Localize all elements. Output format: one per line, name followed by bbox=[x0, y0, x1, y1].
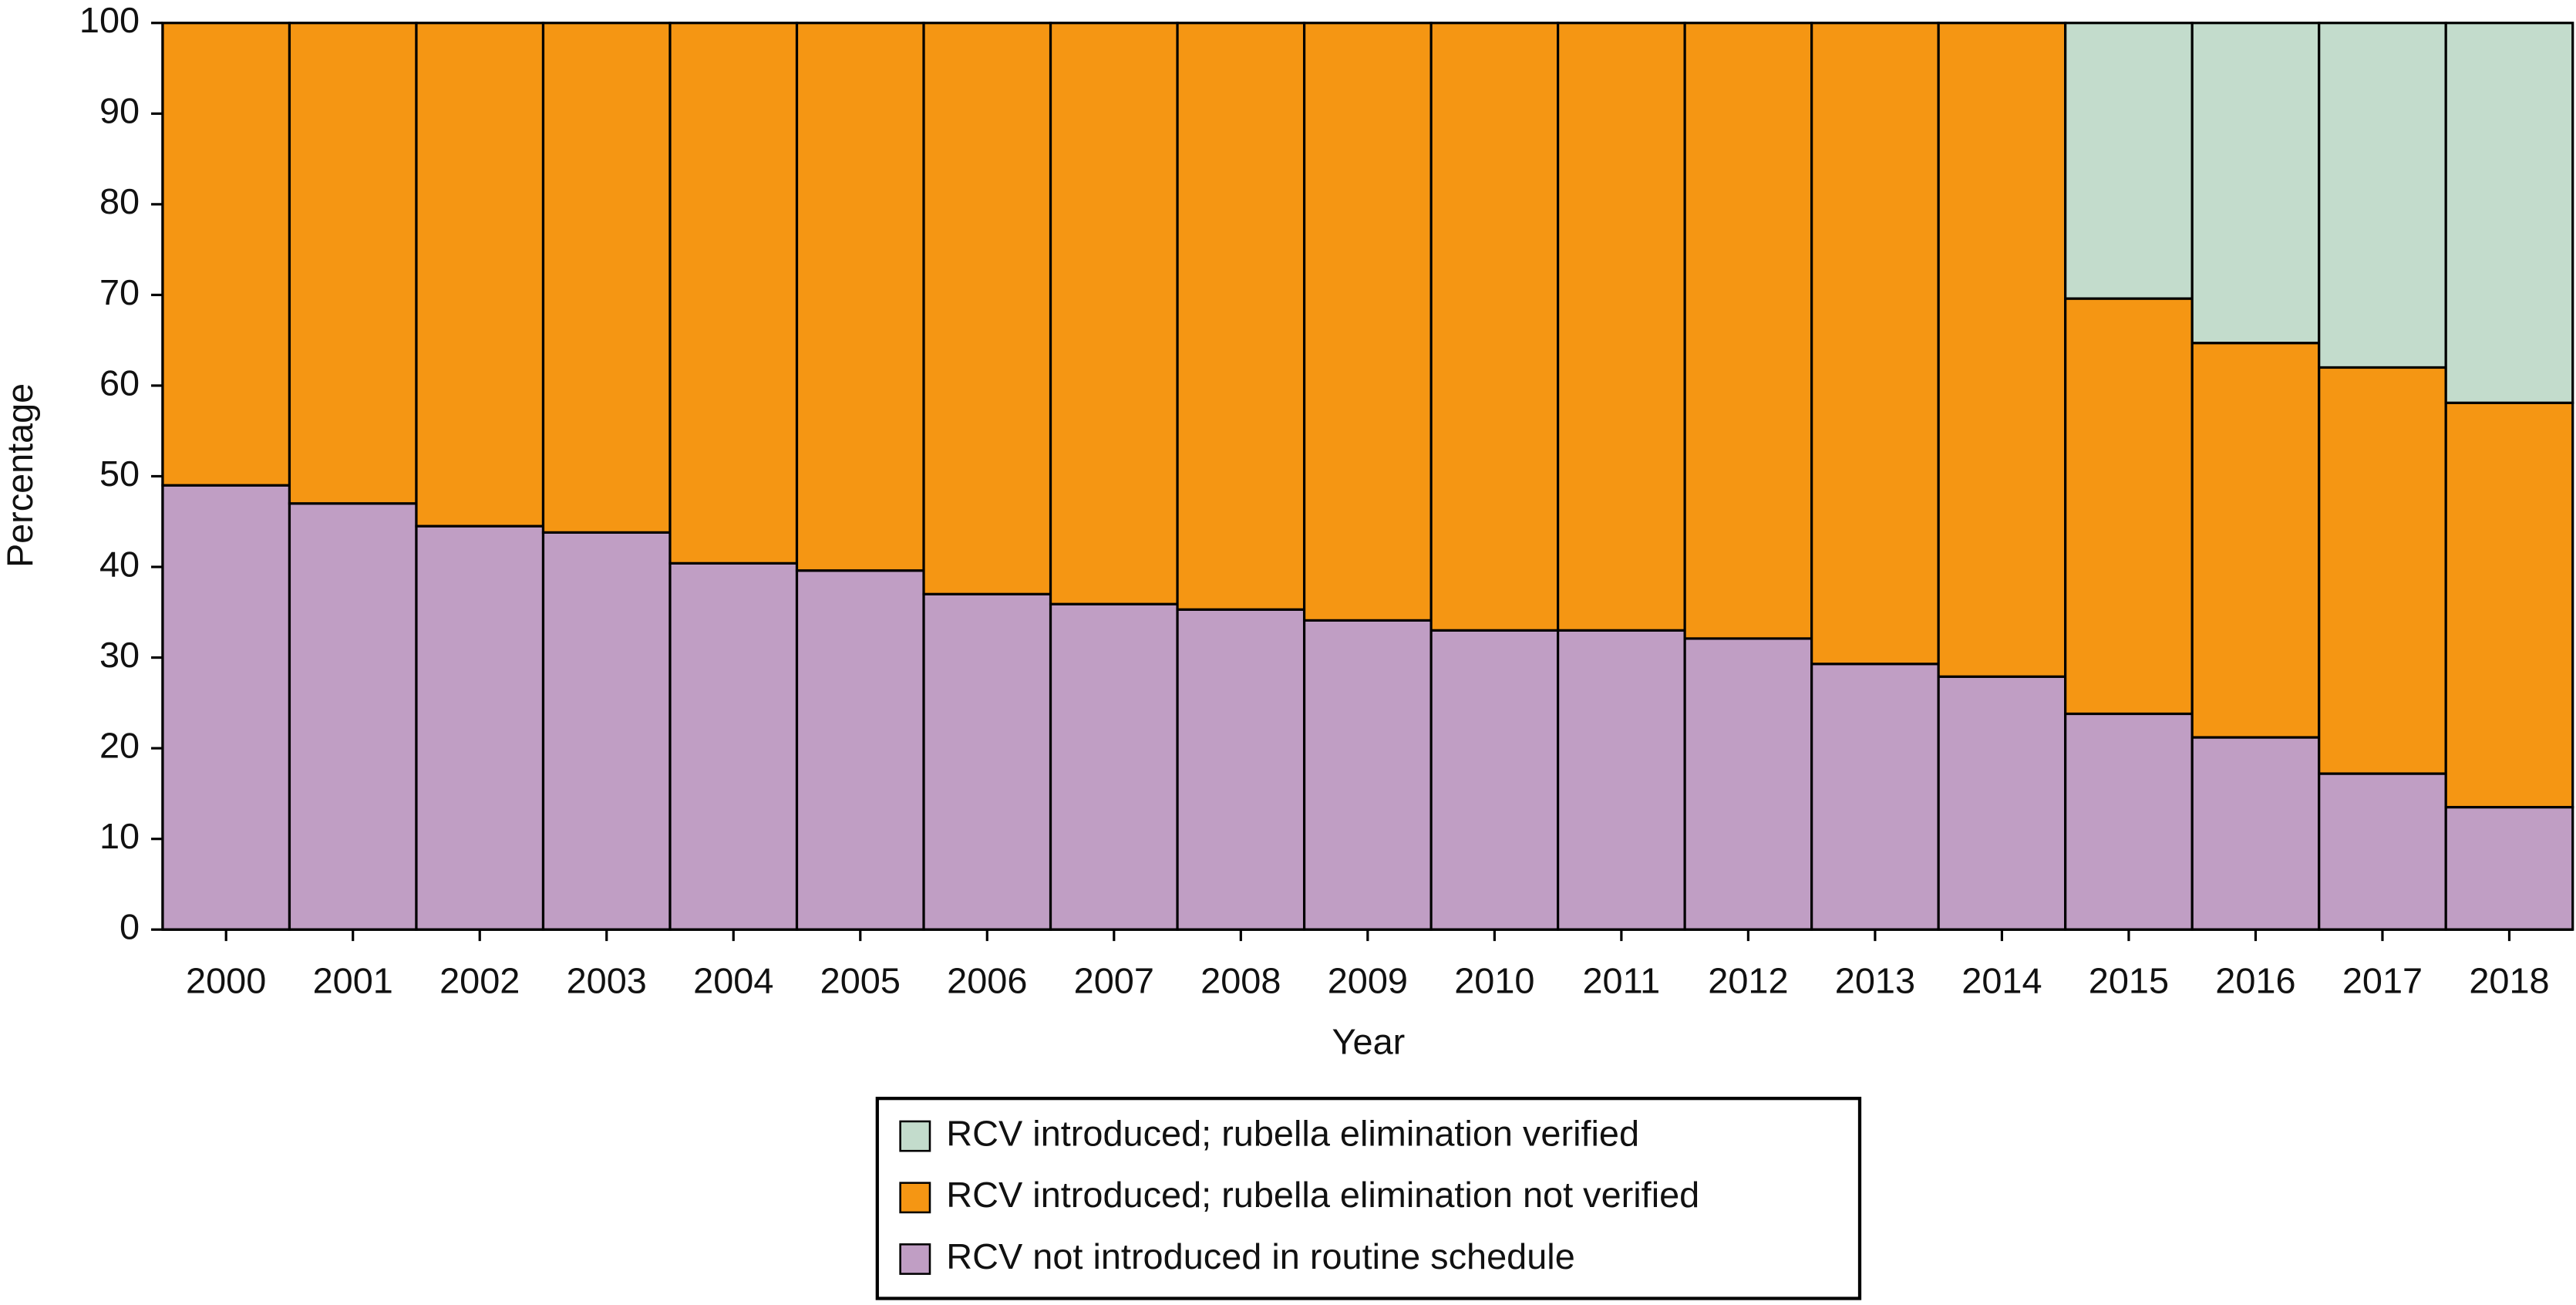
legend-swatch bbox=[899, 1243, 931, 1275]
x-tick-label: 2018 bbox=[2469, 961, 2549, 1001]
bar-segment bbox=[1810, 22, 1940, 666]
y-tick-label: 60 bbox=[99, 362, 140, 403]
bar-segment bbox=[161, 22, 291, 487]
bar-segment bbox=[2318, 772, 2447, 931]
bar-segment bbox=[288, 22, 418, 505]
x-axis-title: Year bbox=[1332, 1021, 1406, 1061]
bar-segment bbox=[1557, 629, 1686, 931]
x-tick-label: 2001 bbox=[313, 961, 393, 1001]
y-tick-label: 90 bbox=[99, 91, 140, 131]
bar-segment bbox=[1429, 22, 1560, 632]
bar-segment bbox=[1302, 619, 1433, 931]
bar-segment bbox=[415, 524, 545, 931]
y-tick-label: 80 bbox=[99, 181, 140, 221]
bar-segment bbox=[2064, 297, 2194, 716]
bar-segment bbox=[1049, 602, 1179, 931]
x-tick-label: 2011 bbox=[1582, 961, 1660, 1001]
bar-segment bbox=[2190, 22, 2321, 345]
x-tick-label: 2013 bbox=[1835, 961, 1915, 1001]
x-tick-label: 2007 bbox=[1074, 961, 1154, 1001]
y-tick-label: 70 bbox=[99, 272, 140, 312]
bar-segment bbox=[668, 22, 799, 565]
bar-segment bbox=[2444, 401, 2574, 809]
x-tick-label: 2004 bbox=[693, 961, 773, 1001]
bar-segment bbox=[922, 592, 1052, 931]
bar-segment bbox=[2190, 736, 2321, 931]
y-tick-label: 10 bbox=[99, 816, 140, 856]
x-tick-label: 2017 bbox=[2342, 961, 2423, 1001]
bar-segment bbox=[1683, 22, 1813, 640]
bar-segment bbox=[541, 22, 672, 534]
x-tick-label: 2009 bbox=[1328, 961, 1408, 1001]
bar-segment bbox=[2190, 342, 2321, 739]
bar-segment bbox=[2444, 805, 2574, 931]
bar-segment bbox=[668, 561, 799, 931]
bar-segment bbox=[1302, 22, 1433, 622]
y-tick-label: 50 bbox=[99, 454, 140, 494]
x-tick-label: 2012 bbox=[1708, 961, 1788, 1001]
bar-segment bbox=[922, 22, 1052, 595]
bar-segment bbox=[1557, 22, 1686, 632]
bar-segment bbox=[1683, 637, 1813, 931]
x-tick-label: 2014 bbox=[1961, 961, 2042, 1001]
bar-segment bbox=[288, 502, 418, 931]
x-tick-label: 2016 bbox=[2215, 961, 2295, 1001]
bar-segment bbox=[1049, 22, 1179, 605]
legend-swatch bbox=[899, 1182, 931, 1214]
bar-segment bbox=[2318, 366, 2447, 775]
bar-segment bbox=[2064, 22, 2194, 300]
x-tick-label: 2002 bbox=[439, 961, 520, 1001]
y-tick-label: 40 bbox=[99, 544, 140, 584]
x-tick-label: 2005 bbox=[820, 961, 901, 1001]
bar-segment bbox=[541, 531, 672, 931]
bar-segment bbox=[161, 484, 291, 931]
x-tick-label: 2006 bbox=[947, 961, 1027, 1001]
bar-segment bbox=[2444, 22, 2574, 404]
bar-segment bbox=[795, 569, 925, 931]
y-tick-label: 30 bbox=[99, 635, 140, 675]
bar-segment bbox=[2064, 712, 2194, 931]
legend-box bbox=[875, 1097, 1862, 1300]
x-tick-label: 2015 bbox=[2089, 961, 2169, 1001]
bar-segment bbox=[415, 22, 545, 528]
bar-segment bbox=[1429, 629, 1560, 931]
bar-segment bbox=[1937, 675, 2067, 931]
bar-segment bbox=[2318, 22, 2447, 369]
x-tick-label: 2003 bbox=[567, 961, 647, 1001]
legend-label: RCV introduced; rubella elimination not … bbox=[946, 1175, 1699, 1215]
legend-swatch bbox=[899, 1120, 931, 1152]
bar-segment bbox=[1937, 22, 2067, 678]
legend-label: RCV not introduced in routine schedule bbox=[946, 1236, 1574, 1276]
bar-segment bbox=[1176, 608, 1306, 931]
y-tick-label: 100 bbox=[79, 0, 140, 40]
y-tick-label: 20 bbox=[99, 726, 140, 766]
y-tick-label: 0 bbox=[120, 907, 140, 947]
x-tick-label: 2000 bbox=[186, 961, 266, 1001]
bar-segment bbox=[1176, 22, 1306, 611]
x-tick-label: 2008 bbox=[1200, 961, 1281, 1001]
y-axis-title: Percentage bbox=[0, 383, 40, 568]
bar-segment bbox=[795, 22, 925, 572]
bar-segment bbox=[1810, 663, 1940, 931]
x-tick-label: 2010 bbox=[1454, 961, 1534, 1001]
legend-label: RCV introduced; rubella elimination veri… bbox=[946, 1113, 1639, 1153]
